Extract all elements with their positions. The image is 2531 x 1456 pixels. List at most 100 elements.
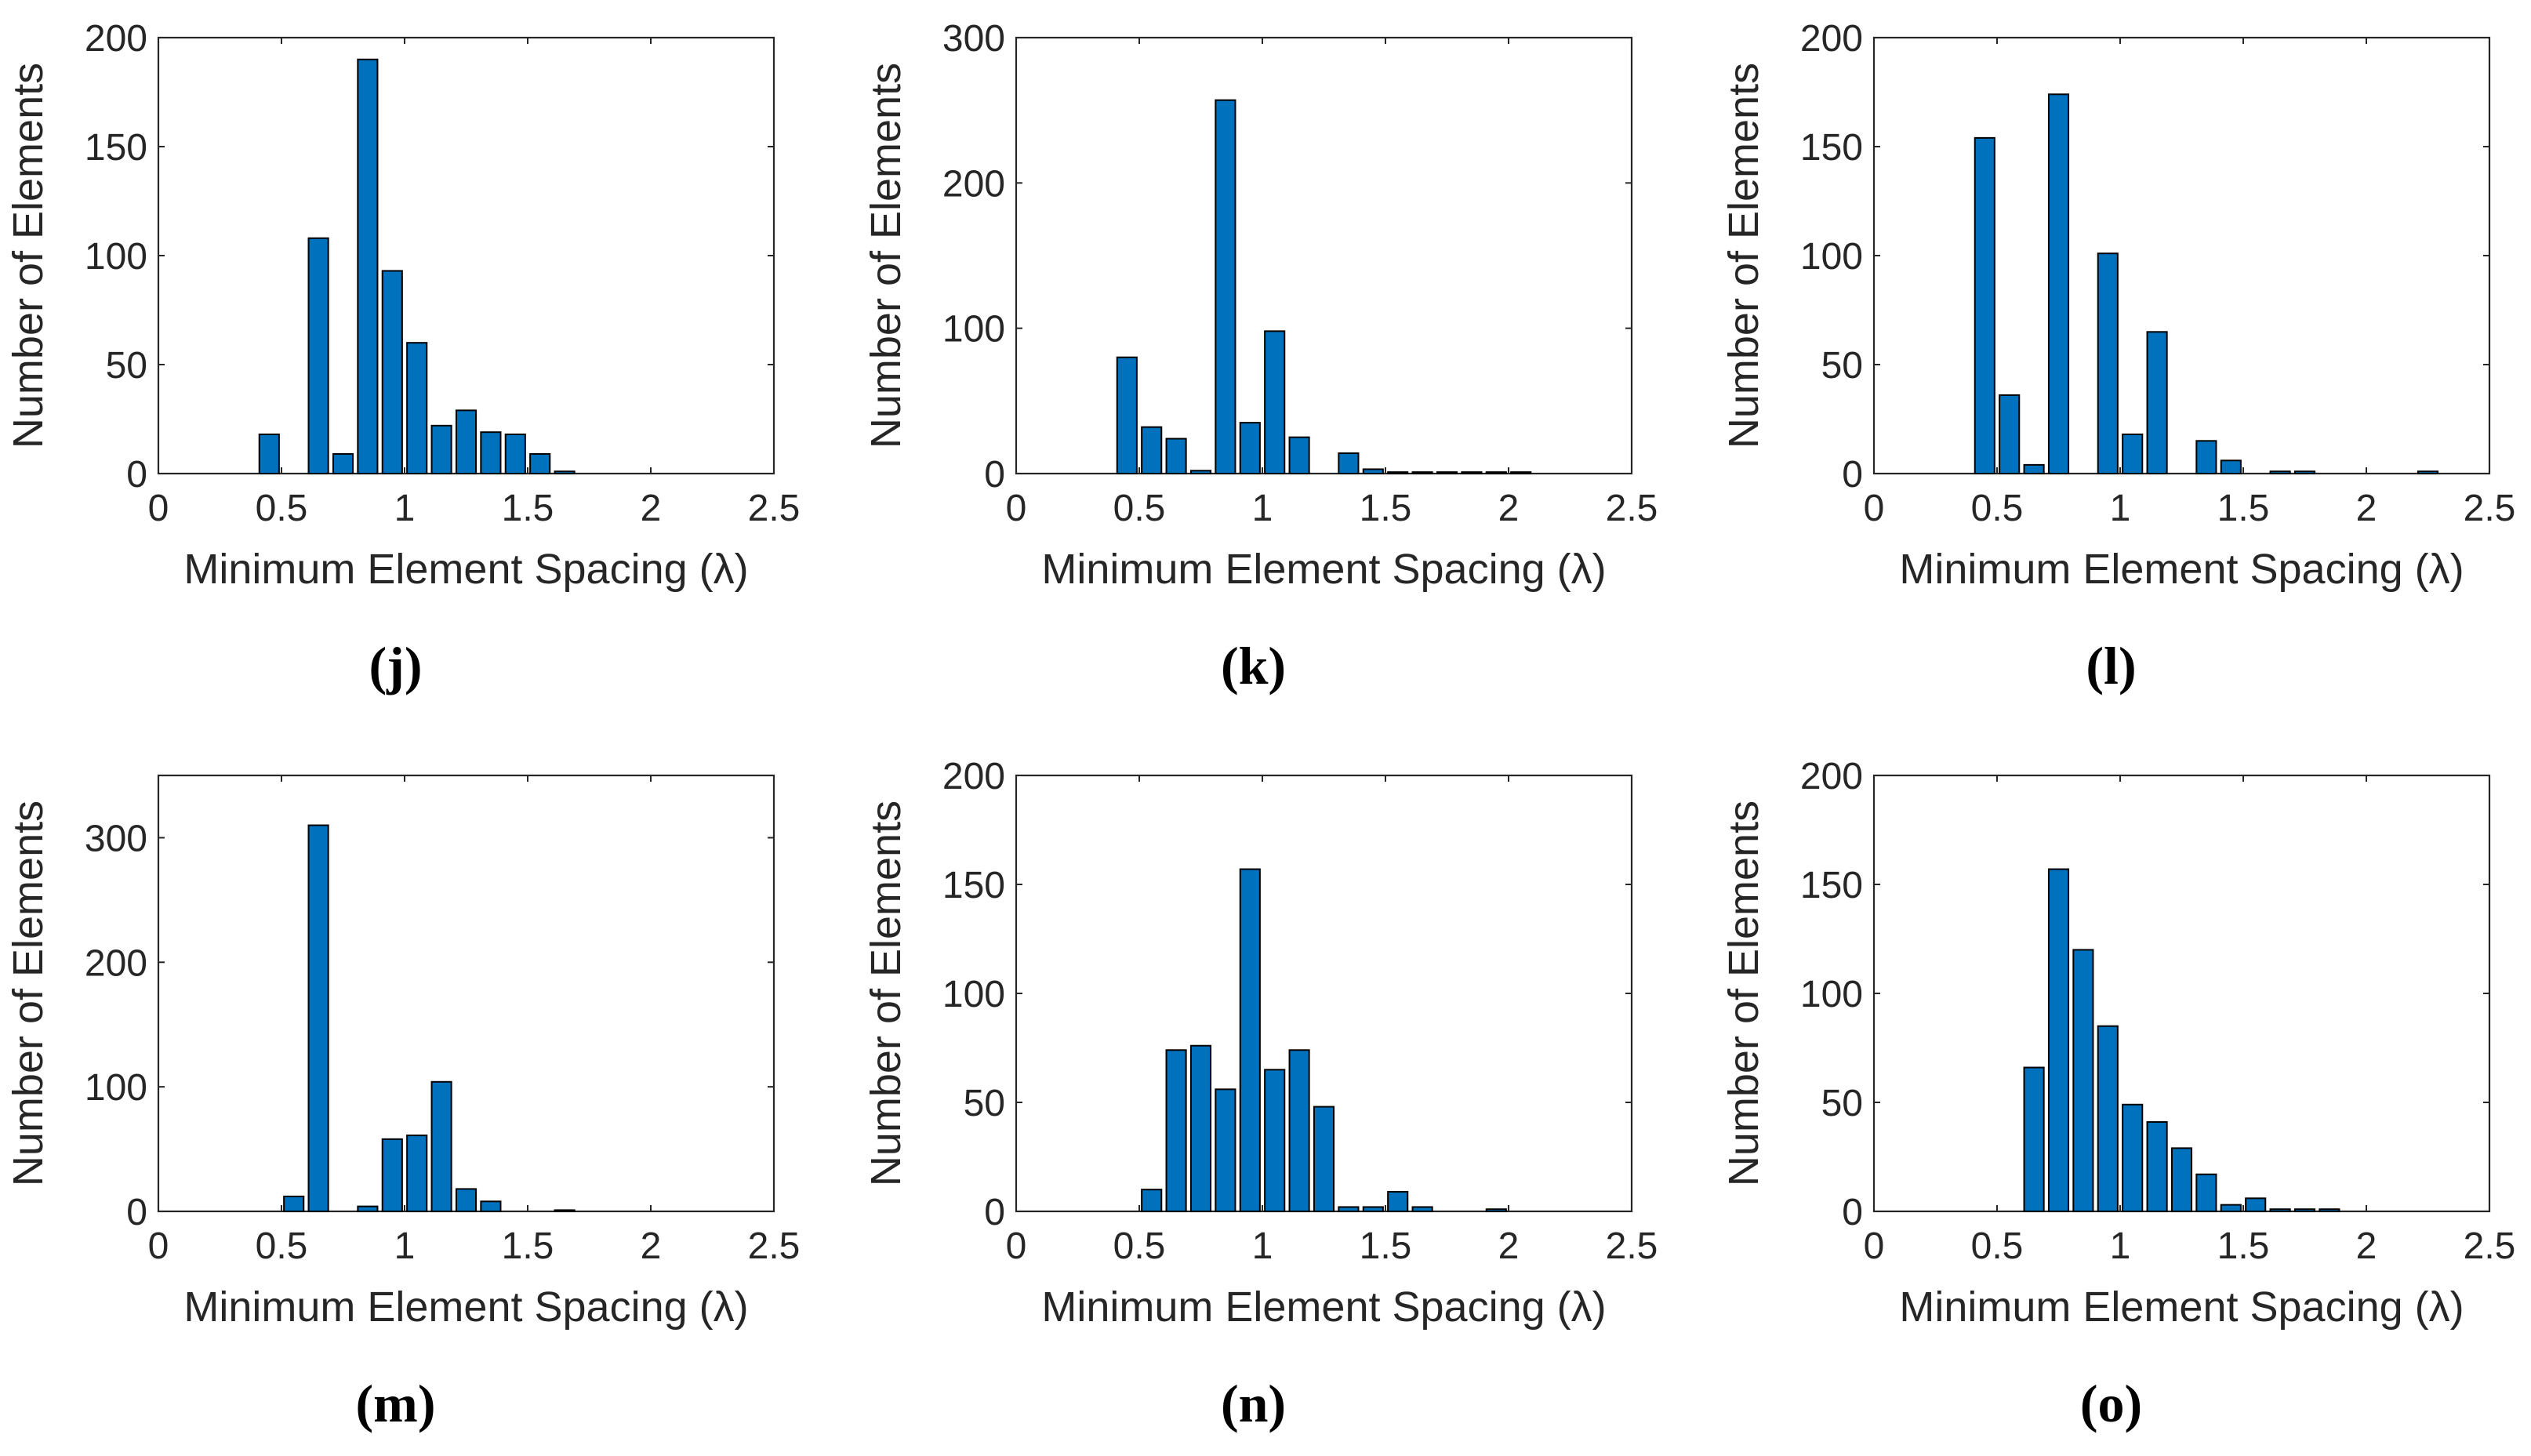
y-tick-label: 200: [85, 942, 147, 984]
bar: [1461, 471, 1483, 475]
x-tick-label: 2.5: [2464, 488, 2516, 529]
bar: [2023, 463, 2045, 475]
y-tick-label: 100: [942, 974, 1005, 1015]
y-tick-label: 100: [85, 236, 147, 278]
x-tick-label: 1.5: [1360, 488, 1412, 529]
x-tick-label: 0: [1864, 1225, 1885, 1267]
y-tick-label: 100: [85, 1067, 147, 1109]
x-tick-label: 2: [641, 1225, 662, 1267]
x-tick-label: 0: [1864, 488, 1885, 529]
bar: [2047, 93, 2070, 474]
bar: [1411, 1206, 1433, 1212]
bar: [1313, 1106, 1335, 1213]
y-tick-label: 100: [1800, 236, 1863, 278]
bar: [1485, 1208, 1507, 1212]
x-tick-label: 1: [1252, 488, 1273, 529]
y-axis-label: Number of Elements: [862, 63, 910, 448]
y-tick-label: 200: [85, 18, 147, 60]
x-tick-label: 1: [394, 1225, 416, 1267]
bar: [2269, 1208, 2291, 1212]
bar: [1165, 438, 1187, 475]
bar: [1362, 1206, 1384, 1212]
bar: [2293, 470, 2316, 474]
bar: [258, 433, 280, 475]
bar: [1239, 868, 1261, 1213]
x-tick-label: 1: [1252, 1225, 1273, 1267]
plot-area: [1872, 774, 2491, 1213]
bar: [357, 1205, 379, 1213]
x-tick-label: 0.5: [256, 488, 308, 529]
y-tick-label: 200: [1800, 756, 1863, 797]
bar: [1411, 471, 1433, 475]
bar: [2072, 949, 2094, 1213]
x-tick-label: 0: [1006, 1225, 1027, 1267]
bar: [1141, 426, 1163, 475]
bar: [2293, 1208, 2316, 1212]
x-tick-label: 2.5: [2464, 1225, 2516, 1267]
panel-caption: (k): [1221, 636, 1286, 695]
chart-panel-0: 0 0.5 1 1.5 2 2.5 0 50 100 150 200 Minimum Element …: [5, 18, 800, 695]
bar: [357, 58, 379, 475]
bar: [1141, 1189, 1163, 1212]
x-tick-label: 1.5: [1360, 1225, 1412, 1267]
chart-panel-2: 0 0.5 1 1.5 2 2.5 0 50 100 150 200 Minimum Element …: [1720, 18, 2515, 695]
y-axis-label: Number of Elements: [5, 801, 52, 1186]
x-tick-label: 0: [148, 1225, 169, 1267]
bar: [455, 409, 478, 475]
bar: [2097, 252, 2119, 474]
bar: [381, 1138, 403, 1213]
bar: [283, 1195, 305, 1212]
bar: [2122, 1103, 2144, 1213]
x-tick-label: 0: [1006, 488, 1027, 529]
bar: [480, 431, 502, 474]
x-tick-label: 0: [148, 488, 169, 529]
x-axis-label: Minimum Element Spacing (λ): [183, 1284, 748, 1331]
bar: [2170, 1147, 2193, 1213]
x-tick-label: 1: [2110, 1225, 2131, 1267]
x-tick-label: 0.5: [256, 1225, 308, 1267]
bar: [1189, 1044, 1212, 1212]
bar: [1999, 394, 2021, 475]
x-tick-label: 1.5: [502, 488, 554, 529]
y-tick-label: 200: [1800, 18, 1863, 60]
bar: [381, 270, 403, 474]
y-tick-label: 0: [1842, 454, 1863, 496]
x-tick-label: 2: [641, 488, 662, 529]
bar: [2220, 1204, 2242, 1213]
x-tick-label: 1: [394, 488, 416, 529]
bar: [554, 470, 576, 474]
panel-caption: (n): [1221, 1374, 1286, 1433]
x-tick-label: 1.5: [2217, 1225, 2270, 1267]
chart-panel-4: 0 0.5 1 1.5 2 2.5 0 50 100 150 200 Minimum Element …: [862, 756, 1658, 1433]
x-axis-label: Minimum Element Spacing (λ): [1041, 546, 1606, 593]
x-tick-label: 2: [2356, 488, 2377, 529]
chart-panel-5: 0 0.5 1 1.5 2 2.5 0 50 100 150 200 Minimum Element …: [1720, 756, 2515, 1433]
bar: [1189, 470, 1212, 475]
bar: [1264, 330, 1286, 474]
plot-area: [157, 774, 775, 1213]
x-tick-label: 0.5: [1113, 1225, 1166, 1267]
y-tick-label: 200: [942, 756, 1005, 797]
panel-caption: (l): [2086, 636, 2136, 695]
bar: [1264, 1069, 1286, 1213]
y-tick-label: 50: [1821, 345, 1863, 387]
bar: [1288, 436, 1310, 475]
y-axis-label: Number of Elements: [1720, 801, 1767, 1186]
x-tick-label: 0.5: [1971, 488, 2024, 529]
bar: [1338, 1206, 1360, 1212]
y-tick-label: 200: [942, 163, 1005, 205]
x-axis-label: Minimum Element Spacing (λ): [183, 546, 748, 593]
chart-panel-3: 0 0.5 1 1.5 2 2.5 0 100 200 300 Minimum Element Sp…: [5, 774, 800, 1433]
bar: [2245, 1197, 2267, 1212]
bar: [554, 1209, 576, 1212]
bar: [1510, 471, 1532, 475]
x-tick-label: 1: [2110, 488, 2131, 529]
y-tick-label: 0: [126, 1192, 147, 1233]
bar: [1116, 356, 1138, 474]
bar: [307, 824, 329, 1212]
bar: [406, 342, 428, 475]
bar: [1387, 471, 1409, 475]
x-tick-label: 2: [2356, 1225, 2377, 1267]
panel-caption: (j): [369, 636, 423, 695]
bar: [2269, 470, 2291, 474]
